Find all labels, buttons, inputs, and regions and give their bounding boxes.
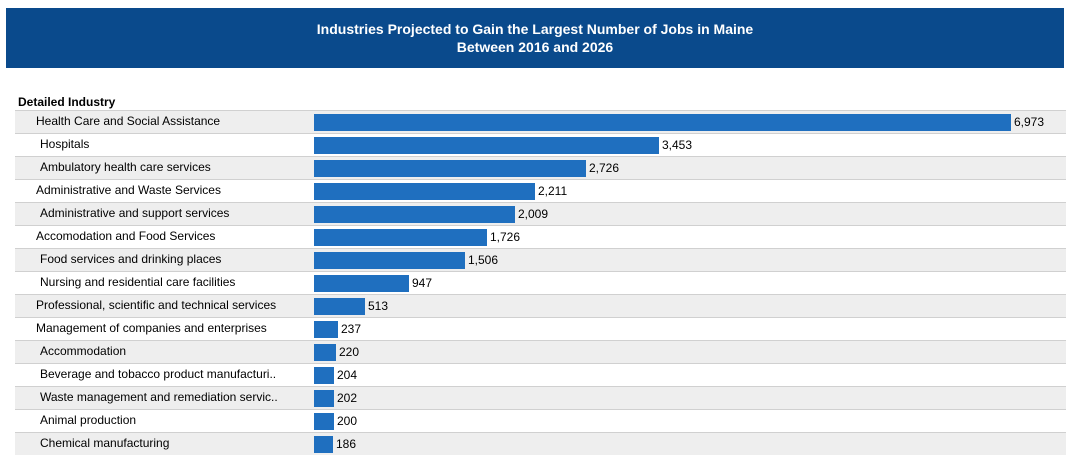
category-label: Administrative and Waste Services: [36, 183, 221, 197]
table-row: Hospitals 3,453: [15, 133, 1066, 156]
category-label: Food services and drinking places: [40, 252, 222, 266]
table-row: Health Care and Social Assistance 6,973: [15, 110, 1066, 133]
value-label: 220: [339, 345, 360, 359]
category-label: Ambulatory health care services: [40, 160, 211, 174]
category-label: Accomodation and Food Services: [36, 229, 216, 243]
bar: [314, 183, 535, 200]
category-label: Chemical manufacturing: [40, 436, 170, 450]
value-label: 186: [336, 437, 357, 451]
table-row: Accomodation and Food Services 1,726: [15, 225, 1066, 248]
table-row: Food services and drinking places 1,506: [15, 248, 1066, 271]
bar: [314, 436, 333, 453]
table-row: Management of companies and enterprises 2…: [15, 317, 1066, 340]
column-header: Detailed Industry: [18, 95, 116, 109]
bar: [314, 390, 334, 407]
category-label: Nursing and residential care facilities: [40, 275, 236, 289]
bar: [314, 229, 487, 246]
bar: [314, 367, 334, 384]
bar: [314, 252, 465, 269]
bar: [314, 137, 659, 154]
category-label: Accommodation: [40, 344, 127, 358]
table-row: Ambulatory health care services 2,726: [15, 156, 1066, 179]
value-label: 237: [341, 322, 362, 336]
table-row: Accommodation 220: [15, 340, 1066, 363]
table-row: Waste management and remediation servic.…: [15, 386, 1066, 409]
value-label: 200: [337, 414, 358, 428]
chart-title-line-2: Between 2016 and 2026: [456, 39, 614, 55]
bar: [314, 206, 515, 223]
value-label: 6,973: [1014, 115, 1045, 129]
category-label: Health Care and Social Assistance: [36, 114, 221, 128]
value-label: 204: [337, 368, 358, 382]
value-label: 2,009: [518, 207, 549, 221]
category-label: Beverage and tobacco product manufacturi…: [40, 367, 277, 381]
bar: [314, 160, 586, 177]
bar: [314, 298, 365, 315]
category-label: Administrative and support services: [40, 206, 230, 220]
category-label: Waste management and remediation servic.…: [40, 390, 278, 404]
table-row: Administrative and support services 2,009: [15, 202, 1066, 225]
value-label: 2,726: [589, 161, 620, 175]
table-row: Beverage and tobacco product manufacturi…: [15, 363, 1066, 386]
table-row: Administrative and Waste Services 2,211: [15, 179, 1066, 202]
bar-chart: Health Care and Social Assistance 6,973 Ho…: [15, 110, 1066, 455]
value-label: 1,726: [490, 230, 521, 244]
bar: [314, 275, 409, 292]
value-label: 202: [337, 391, 358, 405]
table-row: Professional, scientific and technical s…: [15, 294, 1066, 317]
chart-title-line-1: Industries Projected to Gain the Largest…: [316, 21, 754, 37]
category-label: Hospitals: [40, 137, 90, 151]
bar: [314, 413, 334, 430]
value-label: 2,211: [538, 184, 568, 198]
category-label: Management of companies and enterprises: [36, 321, 267, 335]
category-label: Professional, scientific and technical s…: [36, 298, 277, 312]
bar: [314, 321, 338, 338]
bar: [314, 344, 336, 361]
value-label: 947: [412, 276, 433, 290]
chart-title: Industries Projected to Gain the Largest…: [6, 8, 1064, 68]
bar: [314, 114, 1011, 131]
value-label: 1,506: [468, 253, 499, 267]
value-label: 513: [368, 299, 389, 313]
table-row: Animal production 200: [15, 409, 1066, 432]
table-row: Chemical manufacturing 186: [15, 432, 1066, 455]
category-label: Animal production: [40, 413, 137, 427]
table-row: Nursing and residential care facilities 9…: [15, 271, 1066, 294]
value-label: 3,453: [662, 138, 693, 152]
